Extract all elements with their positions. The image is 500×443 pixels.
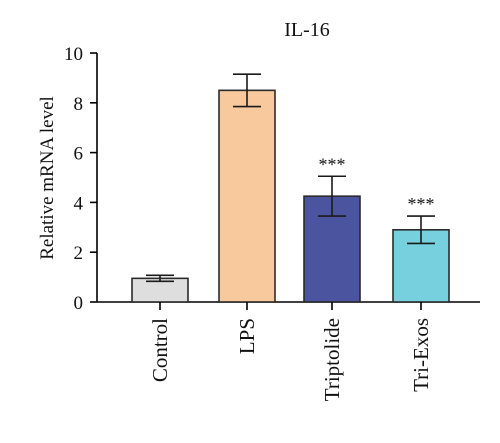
y-tick-label: 2 bbox=[74, 243, 84, 264]
x-tick-label: Tri-Exos bbox=[409, 318, 433, 392]
y-tick-label: 10 bbox=[64, 44, 83, 65]
plot-area: 0 2 4 6 8 10 Control LPS Triptolide *** Tri-Exos **… bbox=[64, 44, 480, 401]
y-tick-label: 8 bbox=[74, 94, 84, 115]
y-axis-label: Relative mRNA level bbox=[37, 96, 58, 260]
x-tick-label: Triptolide bbox=[320, 318, 344, 401]
y-tick-label: 0 bbox=[74, 293, 84, 314]
x-tick-label: Control bbox=[148, 318, 172, 382]
x-tick-label: LPS bbox=[235, 318, 259, 354]
y-tick-label: 6 bbox=[74, 144, 84, 165]
y-tick-label: 4 bbox=[74, 193, 84, 214]
significance-label: *** bbox=[408, 194, 435, 214]
chart-title: IL-16 bbox=[284, 19, 330, 41]
bar-lps bbox=[218, 89, 276, 303]
significance-label: *** bbox=[319, 154, 346, 174]
